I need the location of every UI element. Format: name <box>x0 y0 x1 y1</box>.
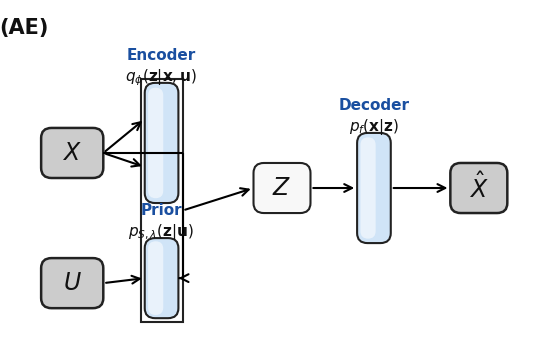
Text: Encoder: Encoder <box>127 48 196 63</box>
FancyBboxPatch shape <box>41 258 103 308</box>
FancyBboxPatch shape <box>254 163 310 213</box>
FancyBboxPatch shape <box>41 128 103 178</box>
Text: $p_f(\mathbf{x}|\mathbf{z})$: $p_f(\mathbf{x}|\mathbf{z})$ <box>349 117 399 137</box>
FancyBboxPatch shape <box>148 241 163 315</box>
Text: $\mathit{U}$: $\mathit{U}$ <box>63 271 81 295</box>
FancyBboxPatch shape <box>145 83 178 203</box>
Text: (AE): (AE) <box>0 18 49 38</box>
FancyBboxPatch shape <box>357 133 391 243</box>
FancyBboxPatch shape <box>450 163 507 213</box>
Bar <box>140 79 183 322</box>
FancyBboxPatch shape <box>148 88 163 198</box>
Text: $\mathit{X}$: $\mathit{X}$ <box>62 141 82 165</box>
Text: $\hat{X}$: $\hat{X}$ <box>469 173 489 203</box>
Text: $\mathit{Z}$: $\mathit{Z}$ <box>272 176 292 200</box>
FancyBboxPatch shape <box>145 238 178 318</box>
Text: Decoder: Decoder <box>338 98 410 113</box>
Text: Prior: Prior <box>141 203 182 218</box>
FancyBboxPatch shape <box>361 137 376 239</box>
Text: $q_{\phi}(\mathbf{z}|\mathbf{x}, \mathbf{u})$: $q_{\phi}(\mathbf{z}|\mathbf{x}, \mathbf… <box>125 68 198 88</box>
Text: $p_{S,\lambda}(\mathbf{z}|\mathbf{u})$: $p_{S,\lambda}(\mathbf{z}|\mathbf{u})$ <box>129 222 195 242</box>
